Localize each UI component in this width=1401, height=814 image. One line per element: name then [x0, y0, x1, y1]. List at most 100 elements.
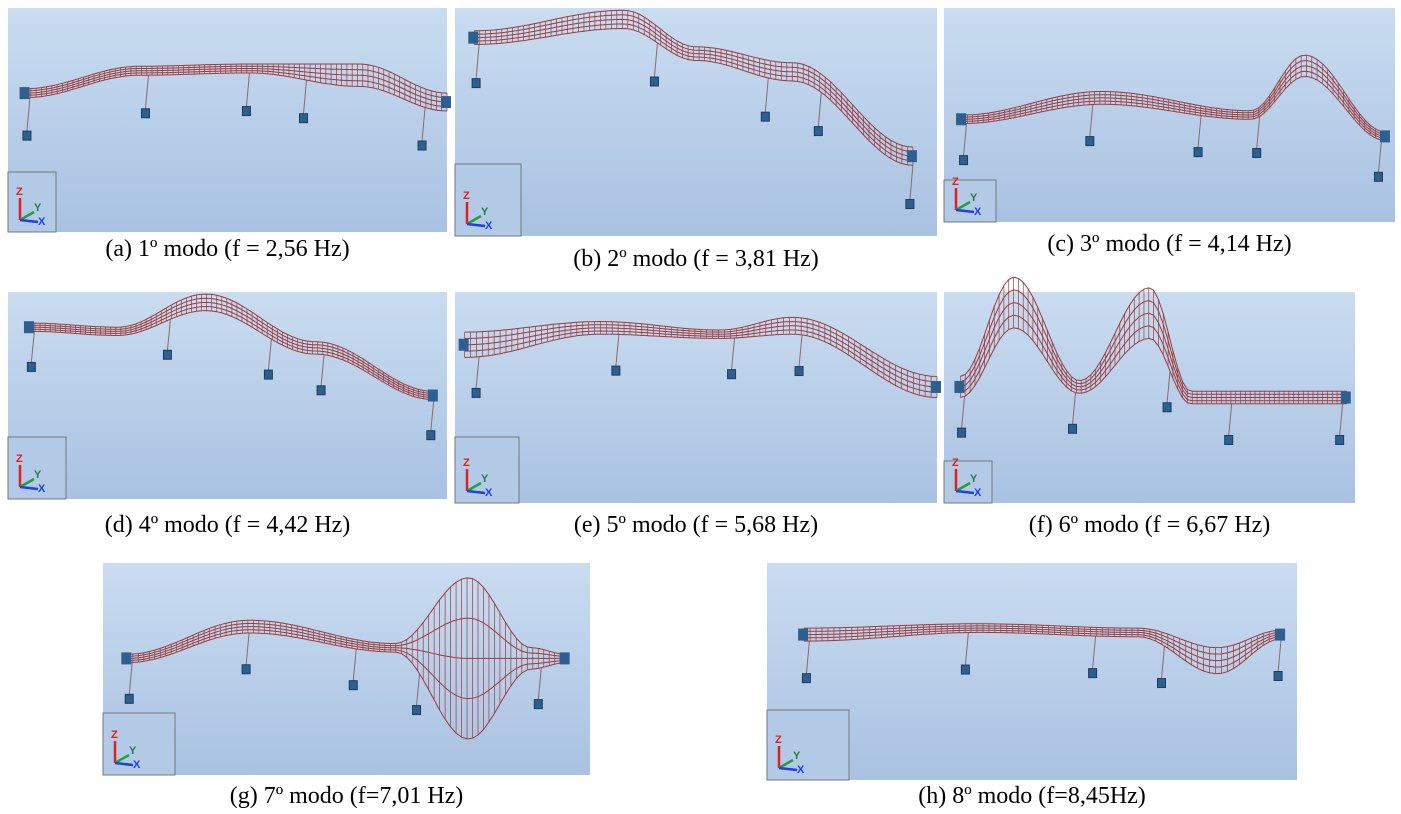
triad-box — [8, 172, 56, 232]
axis-label-x: X — [38, 216, 46, 228]
support — [906, 200, 914, 209]
abutment — [121, 652, 131, 664]
support — [795, 367, 803, 376]
axis-label-x: X — [133, 759, 141, 771]
abutment — [428, 390, 438, 402]
axis-label-y: Y — [481, 206, 489, 218]
support — [1069, 424, 1077, 433]
support — [960, 156, 968, 165]
support — [728, 370, 736, 379]
support — [317, 386, 325, 395]
support — [472, 388, 480, 397]
axis-label-x: X — [974, 206, 982, 218]
axis-label-y: Y — [970, 473, 978, 485]
support — [264, 370, 272, 379]
support — [1086, 137, 1094, 146]
support — [814, 127, 822, 136]
axis-label-z: Z — [463, 457, 470, 469]
support — [300, 114, 308, 123]
abutment — [907, 150, 917, 162]
panel-caption: (c) 3º modo (f = 4,14 Hz) — [1047, 231, 1291, 257]
panel-background — [8, 292, 447, 499]
support — [1374, 172, 1382, 181]
support — [125, 694, 133, 703]
mode-panel: ZYX (f) 6º modo (f = 6,67 Hz) — [944, 277, 1355, 538]
support — [958, 428, 966, 437]
support — [23, 131, 31, 140]
support — [802, 674, 810, 683]
axis-label-z: Z — [16, 453, 23, 465]
mode-panel: ZYX (e) 5º modo (f = 5,68 Hz) — [455, 292, 941, 538]
panel-caption: (e) 5º modo (f = 5,68 Hz) — [574, 512, 818, 538]
support — [1158, 679, 1166, 688]
abutment — [1380, 130, 1390, 142]
support — [27, 362, 35, 371]
axis-label-y: Y — [34, 202, 42, 214]
mode-panel: ZYX (b) 2º modo (f = 3,81 Hz) — [455, 8, 937, 272]
axis-label-x: X — [974, 487, 982, 499]
abutment — [20, 87, 30, 99]
abutment — [931, 381, 941, 393]
panel-background — [103, 563, 590, 775]
support — [1253, 149, 1261, 158]
support — [163, 350, 171, 359]
axis-label-x: X — [485, 487, 493, 499]
panel-background — [455, 292, 937, 503]
support — [472, 79, 480, 88]
support — [1225, 435, 1233, 444]
mode-panel: ZYX (c) 3º modo (f = 4,14 Hz) — [944, 8, 1395, 257]
panel-caption: (a) 1º modo (f = 2,56 Hz) — [105, 236, 349, 262]
axis-label-z: Z — [463, 190, 470, 202]
support — [418, 141, 426, 150]
axis-label-x: X — [485, 220, 493, 232]
support — [242, 665, 250, 674]
axis-label-y: Y — [129, 745, 137, 757]
support — [612, 366, 620, 375]
axis-label-y: Y — [793, 750, 801, 762]
support — [413, 706, 421, 715]
support — [1274, 672, 1282, 681]
figure: ZYX(a) 1º modo (f = 2,56 Hz)ZYX(b) 2º mo… — [0, 0, 1401, 814]
mode-panel: ZYX (h) 8º modo (f=8,45Hz) — [767, 563, 1297, 809]
support — [141, 109, 149, 118]
panel-caption: (f) 6º modo (f = 6,67 Hz) — [1029, 512, 1271, 538]
abutment — [1275, 629, 1285, 641]
support — [1163, 403, 1171, 412]
axis-label-x: X — [38, 483, 46, 495]
abutment — [468, 32, 478, 44]
panel-caption: (b) 2º modo (f = 3,81 Hz) — [573, 246, 819, 272]
panel-caption: (h) 8º modo (f=8,45Hz) — [918, 783, 1146, 809]
axis-label-y: Y — [34, 469, 42, 481]
panel-background — [944, 8, 1395, 222]
support — [1336, 435, 1344, 444]
abutment — [1341, 392, 1351, 404]
support — [650, 77, 658, 86]
abutment — [956, 113, 966, 125]
axis-label-z: Z — [775, 734, 782, 746]
mode-panel: ZYX (g) 7º modo (f=7,01 Hz) — [103, 563, 590, 809]
support — [534, 700, 542, 709]
support — [761, 112, 769, 121]
axis-label-z: Z — [111, 729, 118, 741]
axis-label-y: Y — [970, 192, 978, 204]
abutment — [441, 96, 451, 108]
support — [1194, 148, 1202, 157]
axis-label-z: Z — [952, 457, 959, 469]
panel-background — [8, 8, 447, 232]
abutment — [459, 339, 469, 351]
abutment — [24, 321, 34, 333]
axis-label-z: Z — [952, 176, 959, 188]
axis-label-y: Y — [481, 473, 489, 485]
support — [961, 665, 969, 674]
support — [349, 681, 357, 690]
axis-label-x: X — [797, 764, 805, 776]
panel-caption: (g) 7º modo (f=7,01 Hz) — [230, 783, 464, 809]
abutment — [560, 652, 570, 664]
mode-panel: ZYX (a) 1º modo (f = 2,56 Hz) — [8, 8, 451, 262]
support — [242, 107, 250, 116]
abutment — [954, 381, 964, 393]
abutment — [798, 629, 808, 641]
axis-label-z: Z — [16, 186, 23, 198]
mode-panel: ZYX(d) 4º modo (f = 4,42 Hz) — [8, 292, 447, 538]
support — [427, 431, 435, 440]
